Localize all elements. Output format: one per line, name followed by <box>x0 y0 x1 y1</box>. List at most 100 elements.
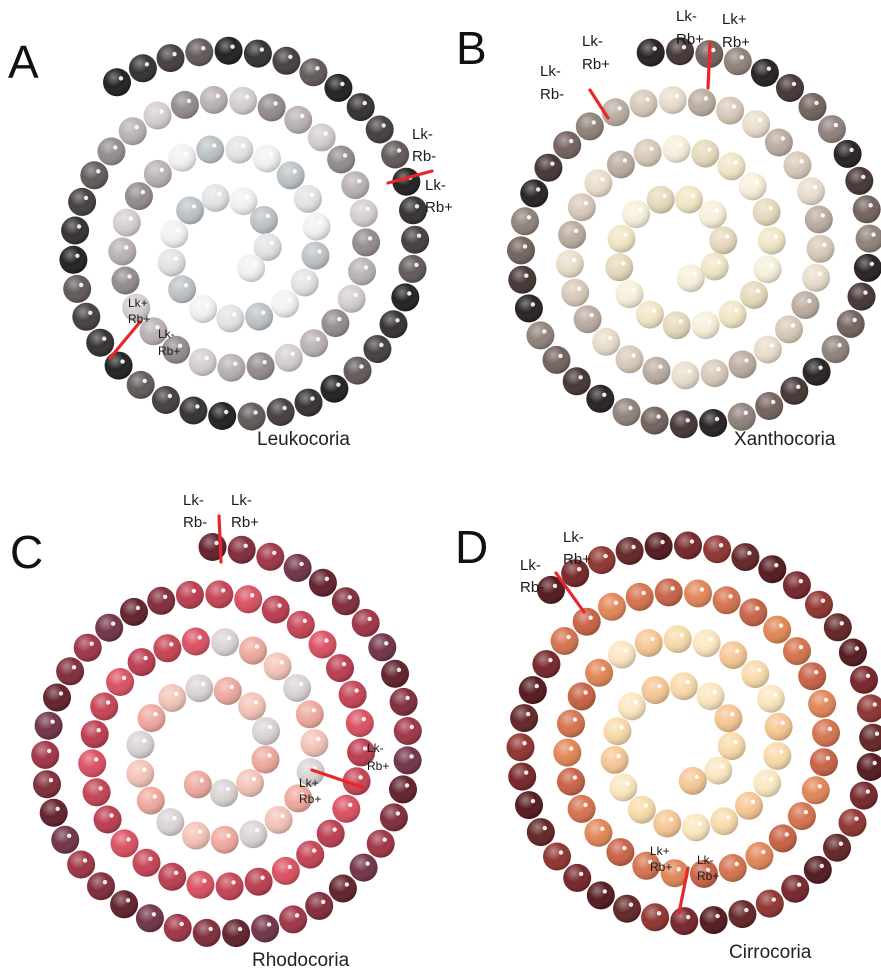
bead-highlight <box>348 802 353 807</box>
bead-highlight <box>302 618 307 623</box>
bead-gloss <box>763 615 792 644</box>
bead-gloss <box>742 110 771 139</box>
bead-highlight <box>195 404 200 409</box>
bead-gloss <box>163 913 192 942</box>
bead-highlight <box>569 138 574 144</box>
bead-highlight <box>761 849 766 855</box>
bead-gloss <box>636 38 665 67</box>
bead-gloss <box>151 386 180 414</box>
bead-gloss <box>347 738 376 767</box>
bead-label: Lk- <box>520 557 541 574</box>
bead-gloss <box>346 93 375 122</box>
bead-highlight <box>183 283 189 288</box>
bead-highlight <box>174 691 179 697</box>
bead-highlight <box>237 926 243 932</box>
bead-gloss <box>399 196 427 225</box>
bead-gloss <box>644 532 673 561</box>
bead-highlight <box>269 240 274 246</box>
bead-highlight <box>396 148 402 153</box>
bead-highlight <box>48 778 54 783</box>
bead-label: Lk- <box>231 492 252 509</box>
bead-highlight <box>525 711 531 717</box>
bead-highlight <box>353 292 358 297</box>
bead-highlight <box>381 123 386 128</box>
bead-gloss <box>128 54 157 83</box>
bead-gloss <box>316 819 345 848</box>
bead-highlight <box>416 233 422 238</box>
bead-gloss <box>805 590 833 619</box>
bead-gloss <box>703 535 732 564</box>
bead-gloss <box>238 692 266 721</box>
bead-gloss <box>332 794 361 823</box>
bead-highlight <box>126 837 131 842</box>
bead-highlight <box>790 323 796 328</box>
bead-gloss <box>658 86 687 115</box>
bead-gloss <box>849 781 878 810</box>
bead-highlight <box>703 96 709 101</box>
bead-label: Lk- <box>158 327 175 341</box>
bead-highlight <box>874 731 880 736</box>
bead-gloss <box>802 357 831 386</box>
bead-gloss <box>537 575 565 604</box>
bead-highlight <box>649 146 654 151</box>
bead-gloss <box>716 96 745 125</box>
bead-gloss <box>735 791 763 820</box>
bead-highlight <box>780 720 785 725</box>
bead-gloss <box>251 745 280 774</box>
bead-gloss <box>327 145 356 174</box>
bead-gloss <box>561 559 590 588</box>
bead-gloss <box>675 185 703 214</box>
bead-gloss <box>188 348 217 377</box>
bead-highlight <box>708 637 713 642</box>
bead-gloss <box>296 840 325 869</box>
bead-gloss <box>181 627 210 656</box>
bead-highlight <box>733 739 738 745</box>
bead-gloss <box>776 74 804 102</box>
bead-gloss <box>59 245 88 274</box>
bead-gloss <box>607 224 636 253</box>
bead-highlight <box>838 841 844 846</box>
bead-label: Rb+ <box>128 312 150 326</box>
bead-highlight <box>628 902 634 907</box>
bead-gloss <box>199 85 228 114</box>
bead-highlight <box>566 634 571 640</box>
bead-highlight <box>621 261 626 266</box>
bead-highlight <box>172 51 177 57</box>
bead-highlight <box>191 204 197 209</box>
bead-highlight <box>685 418 690 423</box>
bead-highlight <box>280 813 285 819</box>
transition-divider <box>310 768 364 789</box>
bead-gloss <box>263 652 292 681</box>
bead-highlight <box>94 757 99 762</box>
bead-highlight <box>822 242 827 247</box>
bead-highlight <box>779 749 784 755</box>
bead-highlight <box>300 113 305 119</box>
bead-gloss <box>615 280 644 309</box>
bead-gloss <box>175 580 204 609</box>
bead-gloss <box>284 105 313 134</box>
bead-highlight <box>744 358 749 363</box>
bead-gloss <box>272 46 301 75</box>
bead-gloss <box>349 853 378 882</box>
bead-highlight <box>650 636 655 642</box>
bead-gloss <box>543 842 571 871</box>
bead-gloss <box>239 820 268 849</box>
bead-gloss <box>845 166 874 195</box>
bead-gloss <box>307 123 336 152</box>
bead-highlight <box>151 912 157 917</box>
bead-highlight <box>292 169 297 174</box>
bead-spiral-a <box>59 36 430 431</box>
bead-highlight <box>623 648 629 653</box>
bead-gloss <box>381 659 409 688</box>
bead-gloss <box>622 200 651 229</box>
bead-highlight <box>833 122 839 128</box>
bead-gloss <box>214 36 243 65</box>
bead-highlight <box>839 621 844 626</box>
bead-label: Lk- <box>425 177 446 194</box>
bead-gloss <box>229 86 258 115</box>
bead-highlight <box>317 249 322 254</box>
bead-spiral-c <box>31 533 422 948</box>
bead-label: Rb+ <box>158 344 180 358</box>
bead-highlight <box>172 815 177 821</box>
bead-gloss <box>251 914 280 943</box>
